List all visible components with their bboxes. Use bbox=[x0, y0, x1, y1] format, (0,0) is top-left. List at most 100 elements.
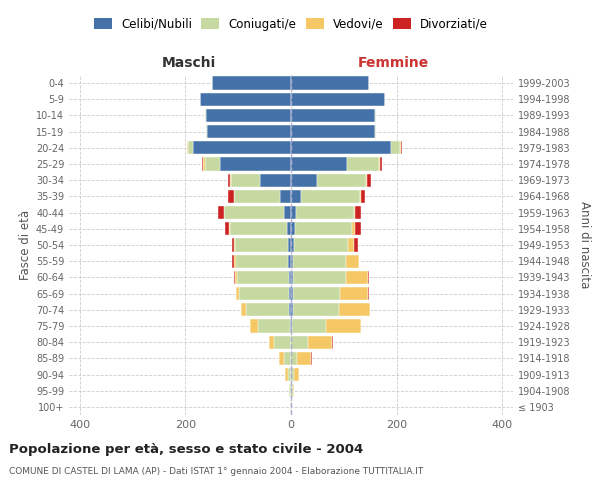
Bar bbox=[291, 174, 317, 187]
Bar bbox=[289, 254, 291, 268]
Bar bbox=[379, 158, 380, 170]
Bar bbox=[293, 303, 339, 316]
Legend: Celibi/Nubili, Coniugati/e, Vedovi/e, Divorziati/e: Celibi/Nubili, Coniugati/e, Vedovi/e, Di… bbox=[89, 13, 493, 36]
Bar bbox=[291, 222, 295, 235]
Bar bbox=[391, 141, 400, 154]
Bar bbox=[291, 254, 293, 268]
Bar bbox=[291, 287, 293, 300]
Text: Popolazione per età, sesso e stato civile - 2004: Popolazione per età, sesso e stato civil… bbox=[9, 442, 363, 456]
Bar bbox=[291, 270, 293, 284]
Bar bbox=[234, 190, 280, 203]
Bar bbox=[290, 320, 291, 332]
Bar bbox=[308, 336, 332, 349]
Bar bbox=[293, 287, 340, 300]
Text: COMUNE DI CASTEL DI LAMA (AP) - Dati ISTAT 1° gennaio 2004 - Elaborazione TUTTIT: COMUNE DI CASTEL DI LAMA (AP) - Dati IST… bbox=[9, 468, 423, 476]
Bar bbox=[354, 238, 358, 252]
Bar bbox=[232, 238, 235, 252]
Bar bbox=[293, 254, 346, 268]
Bar bbox=[291, 206, 296, 220]
Bar bbox=[293, 368, 299, 381]
Bar bbox=[292, 320, 326, 332]
Bar bbox=[339, 303, 370, 316]
Bar bbox=[293, 270, 346, 284]
Bar bbox=[291, 76, 369, 90]
Bar bbox=[230, 174, 231, 187]
Bar bbox=[291, 336, 308, 349]
Bar bbox=[346, 270, 368, 284]
Bar bbox=[291, 352, 298, 365]
Bar bbox=[293, 384, 294, 398]
Bar bbox=[212, 76, 291, 90]
Bar bbox=[360, 190, 361, 203]
Bar bbox=[187, 141, 188, 154]
Bar bbox=[269, 336, 274, 349]
Bar bbox=[346, 254, 359, 268]
Bar bbox=[332, 336, 333, 349]
Bar bbox=[340, 287, 368, 300]
Bar bbox=[235, 238, 288, 252]
Bar bbox=[202, 158, 203, 170]
Bar bbox=[227, 190, 234, 203]
Bar bbox=[291, 303, 293, 316]
Bar bbox=[291, 368, 293, 381]
Bar bbox=[347, 238, 354, 252]
Bar bbox=[400, 141, 401, 154]
Bar bbox=[225, 222, 229, 235]
Bar bbox=[298, 352, 311, 365]
Y-axis label: Anni di nascita: Anni di nascita bbox=[578, 202, 590, 288]
Bar bbox=[287, 222, 291, 235]
Bar bbox=[234, 270, 235, 284]
Bar bbox=[235, 270, 237, 284]
Bar bbox=[317, 174, 366, 187]
Bar bbox=[258, 320, 290, 332]
Bar bbox=[232, 254, 235, 268]
Bar bbox=[228, 174, 230, 187]
Bar bbox=[301, 190, 360, 203]
Bar bbox=[289, 270, 291, 284]
Bar bbox=[288, 238, 291, 252]
Bar bbox=[203, 158, 205, 170]
Bar bbox=[289, 384, 291, 398]
Bar bbox=[291, 320, 292, 332]
Bar bbox=[289, 287, 291, 300]
Bar bbox=[374, 109, 376, 122]
Bar bbox=[347, 158, 379, 170]
Bar bbox=[224, 206, 284, 220]
Bar bbox=[239, 287, 289, 300]
Bar bbox=[274, 336, 291, 349]
Bar bbox=[291, 158, 347, 170]
Bar bbox=[367, 174, 371, 187]
Bar bbox=[208, 125, 291, 138]
Bar bbox=[260, 174, 291, 187]
Bar bbox=[236, 287, 239, 300]
Bar bbox=[401, 141, 402, 154]
Bar bbox=[231, 174, 260, 187]
Bar bbox=[355, 206, 361, 220]
Bar bbox=[246, 303, 289, 316]
Bar bbox=[361, 190, 365, 203]
Bar bbox=[284, 352, 291, 365]
Bar bbox=[284, 206, 291, 220]
Bar bbox=[220, 158, 291, 170]
Bar bbox=[280, 190, 291, 203]
Bar bbox=[291, 238, 293, 252]
Bar bbox=[193, 141, 291, 154]
Bar bbox=[368, 270, 369, 284]
Bar bbox=[380, 158, 382, 170]
Bar bbox=[205, 109, 206, 122]
Bar bbox=[235, 254, 289, 268]
Bar bbox=[352, 222, 355, 235]
Bar bbox=[205, 158, 220, 170]
Bar bbox=[200, 92, 291, 106]
Bar bbox=[206, 109, 291, 122]
Text: Maschi: Maschi bbox=[162, 56, 216, 70]
Bar bbox=[206, 125, 208, 138]
Bar bbox=[288, 368, 291, 381]
Bar bbox=[366, 174, 367, 187]
Bar bbox=[291, 141, 391, 154]
Bar bbox=[230, 222, 287, 235]
Bar bbox=[188, 141, 193, 154]
Y-axis label: Fasce di età: Fasce di età bbox=[19, 210, 32, 280]
Bar bbox=[280, 352, 284, 365]
Bar bbox=[296, 206, 355, 220]
